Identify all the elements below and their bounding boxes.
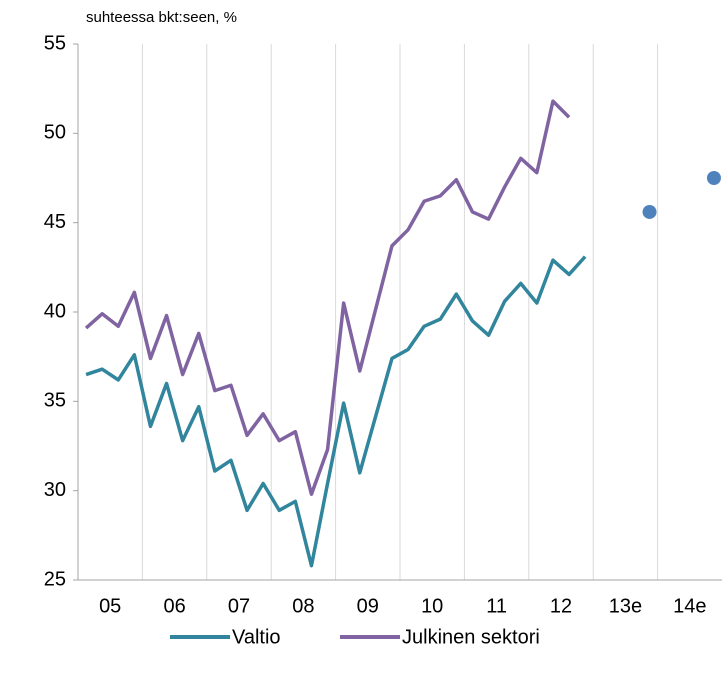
y-tick-label: 30	[44, 479, 66, 501]
x-tick-label: 05	[99, 595, 121, 617]
legend-label: Julkinen sektori	[402, 626, 540, 648]
y-tick-label: 50	[44, 122, 66, 144]
x-tick-label: 06	[163, 595, 185, 617]
y-tick-label: 45	[44, 211, 66, 233]
y-tick-label: 35	[44, 390, 66, 412]
x-tick-label: 14e	[673, 595, 706, 617]
data-line	[85, 255, 587, 568]
data-point	[642, 204, 657, 219]
x-tick-label: 12	[550, 595, 572, 617]
y-tick-label: 55	[44, 32, 66, 54]
x-tick-label: 11	[486, 595, 507, 617]
x-tick-label: 08	[292, 595, 314, 617]
y-tick-label: 25	[44, 568, 66, 590]
chart-title: suhteessa bkt:seen, %	[86, 9, 237, 26]
x-tick-label: 09	[357, 595, 379, 617]
legend-label: Valtio	[232, 626, 281, 648]
data-line	[84, 99, 571, 496]
x-tick-label: 07	[228, 595, 250, 617]
y-tick-label: 40	[44, 300, 66, 322]
data-point	[706, 171, 721, 185]
x-tick-label: 10	[421, 595, 443, 617]
x-tick-label: 13e	[609, 595, 642, 617]
